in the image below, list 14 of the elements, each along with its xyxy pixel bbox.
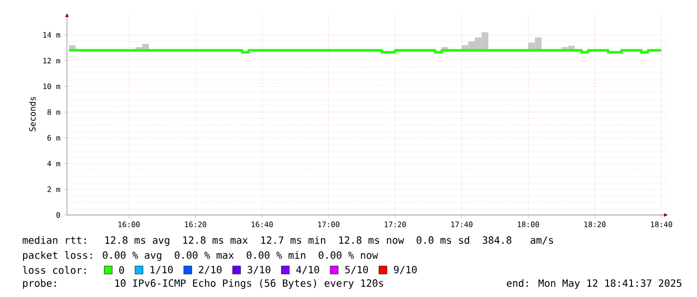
text: packet loss: 0.00 % avg 0.00 % max 0.00 % min 0.00 % now	[23, 251, 378, 261]
y-axis-title: Seconds	[29, 96, 36, 132]
text: probe: 10 IPv6-ICMP Echo Pings (56 Bytes) every 120s	[23, 279, 384, 289]
legend-label: 4/10	[296, 266, 320, 274]
legend-label: 1/10	[150, 266, 173, 274]
bar	[69, 45, 76, 50]
legend-label: 9/10	[394, 266, 417, 274]
legend-label: 0	[119, 266, 124, 274]
text: loss color:	[22, 266, 86, 274]
legend-label: 5/10	[345, 266, 368, 274]
text: end: Mon May 12 18:41:37 2025	[506, 279, 682, 289]
legend-label: 3/10	[248, 266, 270, 274]
text: median rtt: 12.8 ms avg 12.8 ms max 12.7 ms min 12.8 ms now 0.0 ms sd 384.8 am/s	[22, 236, 554, 246]
legend-label: 2/10	[198, 266, 222, 274]
